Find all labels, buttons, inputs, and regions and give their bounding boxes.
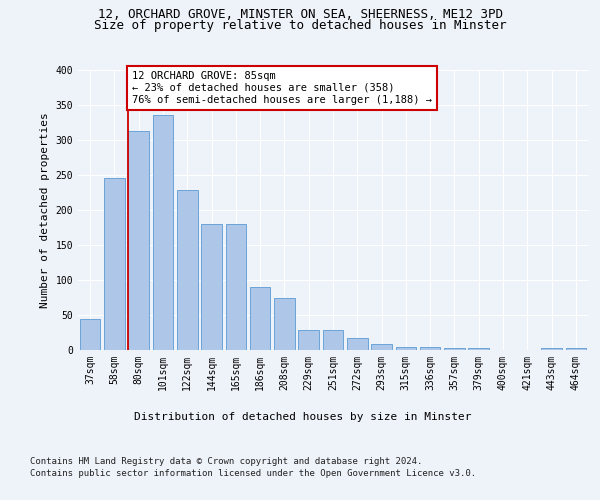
Bar (323, 330, 343, 350)
Bar (444, 348, 465, 350)
Bar (128, 131, 149, 350)
Bar (104, 178, 125, 350)
Text: 12, ORCHARD GROVE, MINSTER ON SEA, SHEERNESS, ME12 3PD: 12, ORCHARD GROVE, MINSTER ON SEA, SHEER… (97, 8, 503, 20)
Bar (226, 224, 246, 350)
Bar (566, 348, 586, 350)
Bar (80, 319, 100, 350)
Bar (250, 287, 271, 350)
Y-axis label: Number of detached properties: Number of detached properties (40, 112, 50, 308)
Bar (201, 224, 222, 350)
Bar (371, 344, 392, 350)
Bar (274, 298, 295, 350)
Bar (395, 347, 416, 350)
Text: Contains public sector information licensed under the Open Government Licence v3: Contains public sector information licen… (30, 469, 476, 478)
Text: Contains HM Land Registry data © Crown copyright and database right 2024.: Contains HM Land Registry data © Crown c… (30, 458, 422, 466)
Text: 12 ORCHARD GROVE: 85sqm
← 23% of detached houses are smaller (358)
76% of semi-d: 12 ORCHARD GROVE: 85sqm ← 23% of detache… (132, 72, 432, 104)
Text: Distribution of detached houses by size in Minster: Distribution of detached houses by size … (134, 412, 472, 422)
Bar (420, 346, 440, 350)
Bar (469, 348, 489, 350)
Bar (152, 116, 173, 350)
Bar (177, 190, 197, 350)
Bar (298, 330, 319, 350)
Bar (347, 338, 368, 350)
Text: Size of property relative to detached houses in Minster: Size of property relative to detached ho… (94, 18, 506, 32)
Bar (541, 348, 562, 350)
